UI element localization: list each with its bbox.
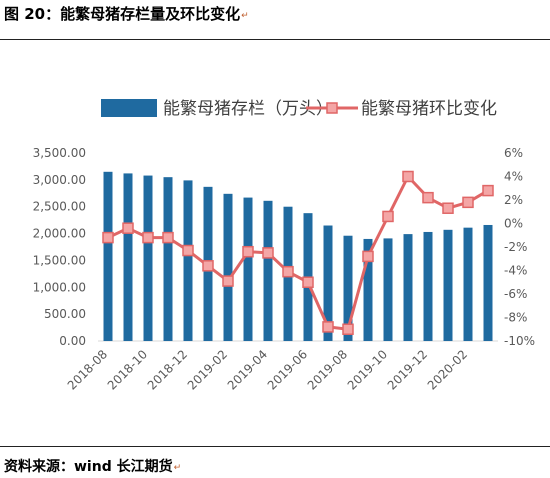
top-rule	[0, 39, 550, 40]
bar	[383, 238, 393, 341]
line-marker	[402, 170, 414, 183]
y-right-tick-label: -10%	[504, 334, 535, 348]
y-right-tick-label: -4%	[504, 264, 527, 278]
bar	[183, 180, 193, 341]
line-marker	[162, 231, 174, 244]
y-right-tick-label: -6%	[504, 287, 527, 301]
y-right-tick-label: 2%	[504, 193, 523, 207]
legend-line-marker	[326, 102, 338, 114]
return-mark-icon: ↵	[241, 11, 249, 21]
bar	[223, 193, 233, 341]
x-tick-label: 2019-08	[305, 347, 350, 392]
figure-title-text: 图 20：能繁母猪存栏量及环比变化	[4, 5, 241, 23]
x-tick-label: 2019-02	[185, 347, 230, 392]
y-left-tick-label: 3,000.00	[33, 173, 86, 187]
bar	[423, 231, 433, 341]
x-tick-label: 2019-10	[345, 347, 390, 392]
source-text: 资料来源：wind 长江期货	[4, 459, 173, 475]
bar	[123, 173, 133, 341]
line-marker	[242, 245, 254, 258]
line-marker	[362, 250, 374, 263]
x-tick-label: 2018-08	[65, 347, 110, 392]
y-right-tick-label: -8%	[504, 311, 527, 325]
bar	[343, 235, 353, 341]
x-tick-label: 2018-12	[145, 347, 190, 392]
line-marker	[382, 210, 394, 223]
x-tick-label: 2020-02	[425, 347, 470, 392]
line-marker	[422, 191, 434, 204]
y-left-tick-label: 2,500.00	[33, 200, 86, 214]
line-marker	[482, 184, 494, 197]
line-marker	[122, 222, 134, 234]
y-left-tick-label: 3,500.00	[33, 146, 86, 160]
return-mark-icon: ↵	[173, 463, 182, 473]
x-tick-label: 2019-04	[225, 347, 270, 392]
bar	[323, 225, 333, 341]
bar	[163, 177, 173, 341]
line-marker	[462, 196, 474, 209]
figure-title: 图 20：能繁母猪存栏量及环比变化↵	[4, 3, 249, 24]
line-marker	[442, 202, 454, 214]
line-marker	[182, 244, 194, 257]
x-tick-label: 2018-10	[105, 347, 150, 392]
bottom-rule	[0, 446, 550, 447]
x-tick-label: 2019-12	[385, 347, 430, 392]
y-left-tick-label: 1,000.00	[33, 280, 86, 294]
legend-line-label: 能繁母猪环比变化	[361, 99, 497, 119]
bar	[363, 238, 373, 341]
y-right-tick-label: 6%	[504, 146, 523, 160]
y-left-tick-label: 1,500.00	[33, 253, 86, 267]
bar	[243, 197, 253, 341]
x-tick-label: 2019-06	[265, 347, 310, 392]
line-marker	[102, 231, 114, 244]
line-marker	[222, 275, 234, 287]
y-right-tick-label: 4%	[504, 170, 523, 184]
bar	[103, 171, 113, 341]
source-note: 资料来源：wind 长江期货↵	[4, 456, 181, 476]
y-left-tick-label: 2,000.00	[33, 227, 86, 241]
line-marker	[322, 321, 334, 333]
line-marker	[282, 265, 294, 278]
y-left-tick-label: 0.00	[59, 334, 86, 348]
y-right-tick-label: 0%	[504, 217, 523, 231]
bar	[463, 227, 473, 341]
bar	[403, 234, 413, 341]
y-right-tick-label: -2%	[504, 240, 527, 254]
line-marker	[342, 323, 354, 335]
legend-bar-label: 能繁母猪存栏（万头）	[163, 99, 333, 119]
y-left-tick-label: 500.00	[44, 307, 86, 321]
line-marker	[202, 260, 214, 272]
line-marker	[262, 247, 274, 259]
line-marker	[302, 276, 314, 288]
bar	[263, 200, 273, 341]
bar	[143, 175, 153, 341]
legend-bar-swatch	[101, 99, 157, 117]
bar	[443, 229, 453, 341]
line-marker	[142, 231, 154, 244]
bar	[483, 224, 493, 341]
